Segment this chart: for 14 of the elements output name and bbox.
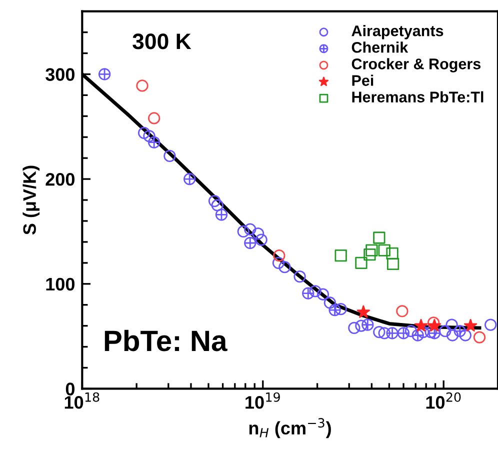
x-axis-title: n$_{H}$ (cm$^{−3}$)	[249, 418, 331, 438]
legend-label: Airapetyants	[352, 25, 444, 40]
y-tick-label: 300	[46, 68, 74, 81]
legend-label: Heremans PbTe:Tl	[352, 91, 484, 102]
legend-label: Pei	[352, 74, 374, 86]
x-tick-label: 10$^{20}$	[426, 392, 461, 409]
legend-label: Crocker & Rogers	[352, 58, 481, 72]
legend-label: Chernik	[352, 42, 408, 53]
x-tick-label: 10$^{19}$	[246, 392, 280, 409]
y-tick-label: 200	[46, 172, 74, 186]
y-tick-label: 100	[46, 278, 74, 291]
annotation: PbTe: Na	[104, 330, 228, 352]
y-axis-title: S (μV/K)	[22, 166, 40, 235]
annotation: 300 K	[132, 34, 192, 50]
